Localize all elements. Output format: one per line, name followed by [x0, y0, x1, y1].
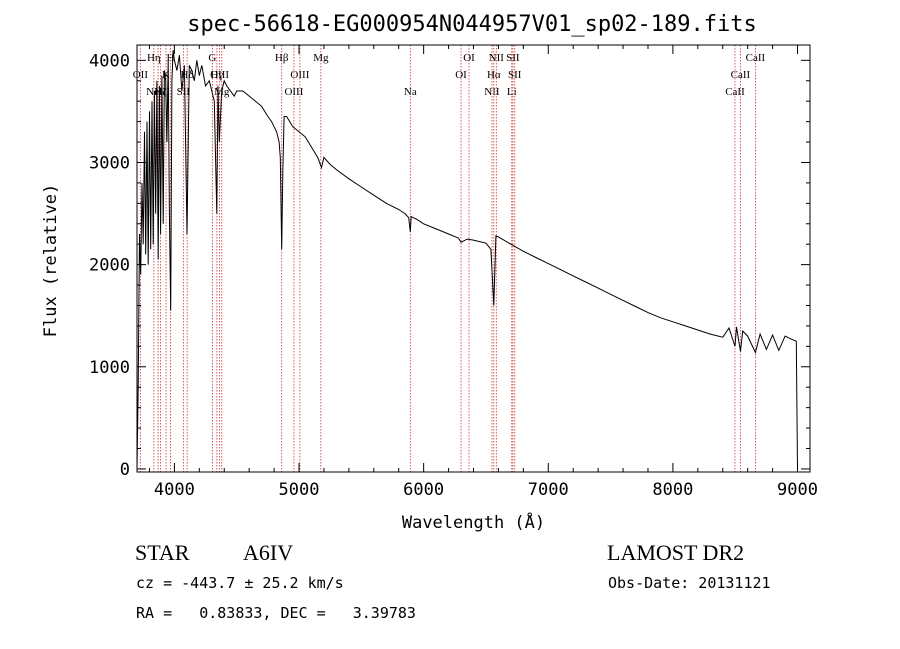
- line-marker-label: SII: [177, 86, 191, 98]
- y-tick-label: 1000: [89, 358, 130, 378]
- line-marker-label: Hα: [487, 69, 501, 81]
- line-marker-label: CaII: [731, 69, 751, 81]
- x-tick-label: 8000: [652, 480, 693, 500]
- y-tick-label: 3000: [89, 153, 130, 173]
- line-marker-label: Hβ: [275, 52, 289, 64]
- y-axis-label: Flux (relative): [41, 184, 61, 338]
- line-marker-label: OI: [463, 52, 475, 64]
- line-marker-label: Na: [404, 86, 417, 98]
- line-marker-label: OII: [133, 69, 149, 81]
- line-marker-label: OIII: [290, 69, 309, 81]
- plot-frame: [136, 44, 811, 473]
- spectrum-line: [136, 50, 798, 469]
- line-marker-label: Mg: [313, 52, 329, 64]
- y-tick-label: 2000: [89, 256, 130, 276]
- line-marker-label: Li: [507, 86, 517, 98]
- line-marker-label: OI: [455, 69, 467, 81]
- line-markers: OIIHηNeIIIHζKHSIIHδGHγOIIIMgHβOIIIOIIIMg…: [133, 45, 766, 472]
- x-tick-label: 6000: [403, 480, 444, 500]
- line-marker-label: NII: [484, 86, 500, 98]
- line-marker-label: OIII: [210, 69, 229, 81]
- line-marker-label: SII: [508, 69, 522, 81]
- object-subclass: A6IV: [243, 540, 294, 565]
- line-marker-label: Hη: [147, 52, 161, 64]
- line-marker-label: SII: [506, 52, 520, 64]
- ra-dec-coordinates: RA = 0.83833, DEC = 3.39783: [136, 604, 416, 622]
- line-marker-label: Hγ: [210, 69, 223, 81]
- line-marker-label: CaII: [725, 86, 745, 98]
- x-tick-label: 7000: [528, 480, 569, 500]
- x-tick-label: 9000: [777, 480, 818, 500]
- y-tick-label: 4000: [89, 51, 130, 71]
- line-marker-label: Hζ: [154, 86, 167, 98]
- axes: 4000 5000 6000 7000 8000 9000 0 1000 2000 3000 400…: [89, 45, 818, 500]
- redshift-velocity: cz = -443.7 ± 25.2 km/s: [136, 574, 344, 592]
- spectrum-series: [136, 50, 798, 469]
- line-marker-label: K: [162, 69, 170, 81]
- chart-title: spec-56618-EG000954N044957V01_sp02-189.f…: [187, 12, 757, 37]
- line-marker-label: H: [167, 52, 175, 64]
- line-marker-label: CaII: [746, 52, 766, 64]
- x-axis-label: Wavelength (Å): [402, 511, 545, 533]
- y-tick-label: 0: [120, 460, 130, 480]
- object-class: STAR: [135, 540, 190, 565]
- line-marker-label: OIII: [284, 86, 303, 98]
- x-tick-label: 5000: [279, 480, 320, 500]
- x-tick-label: 4000: [154, 480, 195, 500]
- line-marker-label: G: [208, 52, 216, 64]
- line-marker-label: NII: [489, 52, 505, 64]
- observation-date: Obs-Date: 20131121: [608, 574, 771, 592]
- survey-name: LAMOST DR2: [607, 540, 745, 565]
